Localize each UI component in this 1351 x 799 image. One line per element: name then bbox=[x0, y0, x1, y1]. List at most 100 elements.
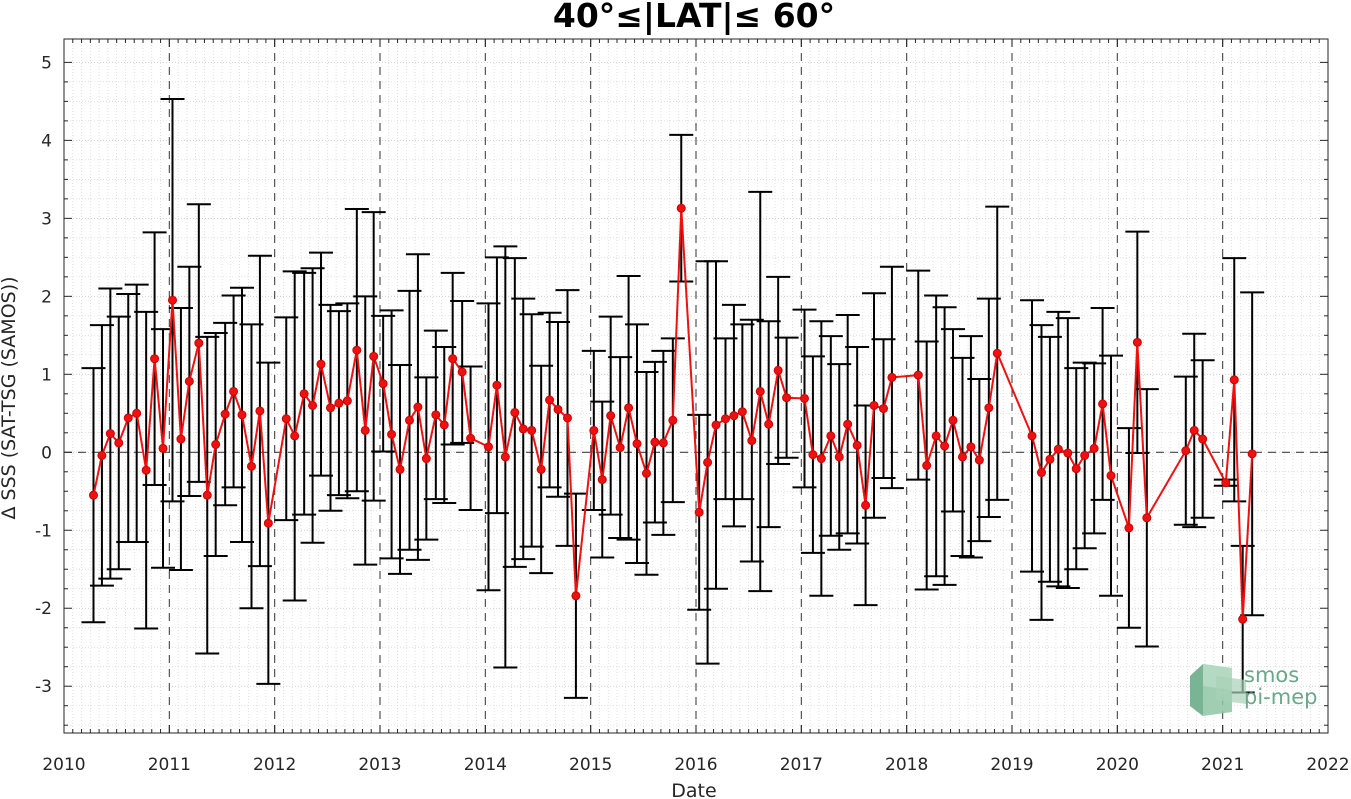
data-point bbox=[536, 464, 546, 474]
data-point bbox=[922, 461, 932, 471]
series-line bbox=[92, 208, 1254, 620]
data-point bbox=[676, 203, 686, 213]
data-point bbox=[421, 454, 431, 464]
data-point bbox=[150, 354, 160, 364]
data-point bbox=[694, 507, 704, 517]
data-point bbox=[729, 411, 739, 421]
data-point bbox=[132, 408, 142, 418]
y-tick-label: 4 bbox=[41, 131, 52, 151]
chart-title: 40°≤|LAT|≤ 60° bbox=[553, 0, 835, 35]
x-tick-labels: 2010 2011 2012 2013 2014 2015 2016 2017 2018 2019… bbox=[42, 755, 1349, 775]
data-point bbox=[992, 348, 1002, 358]
data-point bbox=[668, 415, 678, 425]
x-tick-label: 2021 bbox=[1201, 755, 1244, 775]
data-point bbox=[184, 376, 194, 386]
axis-ticks bbox=[63, 39, 1329, 733]
x-tick-label: 2011 bbox=[148, 755, 191, 775]
data-point bbox=[931, 431, 941, 441]
data-point bbox=[562, 413, 572, 423]
data-point bbox=[492, 380, 502, 390]
x-tick-label: 2022 bbox=[1306, 755, 1349, 775]
data-point bbox=[650, 437, 660, 447]
data-point bbox=[518, 424, 528, 434]
reference-lines bbox=[64, 39, 1328, 733]
y-tick-label: 2 bbox=[41, 287, 52, 307]
data-point bbox=[826, 431, 836, 441]
data-point bbox=[334, 398, 344, 408]
data-point bbox=[255, 406, 265, 416]
data-point bbox=[1189, 425, 1199, 435]
logo-text-smos: smos bbox=[1244, 663, 1299, 687]
data-point bbox=[843, 419, 853, 429]
data-point bbox=[913, 370, 923, 380]
data-point bbox=[229, 386, 239, 396]
y-tick-label: 0 bbox=[41, 443, 52, 463]
data-point bbox=[861, 500, 871, 510]
y-tick-label: 1 bbox=[41, 365, 52, 385]
data-point bbox=[589, 425, 599, 435]
logo-text-pimep: pi-mep bbox=[1244, 685, 1317, 709]
data-point bbox=[299, 389, 309, 399]
data-point bbox=[799, 393, 809, 403]
smos-pimep-logo: smos pi-mep bbox=[1190, 663, 1317, 716]
data-point bbox=[878, 404, 888, 414]
x-tick-label: 2017 bbox=[780, 755, 823, 775]
data-point bbox=[1238, 614, 1248, 624]
data-point bbox=[1142, 513, 1152, 523]
data-point bbox=[141, 465, 151, 475]
data-point bbox=[1045, 454, 1055, 464]
logo-cube-icon bbox=[1190, 664, 1246, 716]
data-point bbox=[974, 455, 984, 465]
x-tick-label: 2015 bbox=[569, 755, 612, 775]
y-tick-label: -3 bbox=[35, 677, 52, 697]
data-point bbox=[281, 414, 291, 424]
data-point bbox=[773, 365, 783, 375]
data-point bbox=[658, 438, 668, 448]
data-point bbox=[387, 429, 397, 439]
data-point bbox=[158, 443, 168, 453]
data-point bbox=[641, 468, 651, 478]
data-point bbox=[325, 403, 335, 413]
data-point bbox=[887, 372, 897, 382]
y-tick-label: -1 bbox=[35, 521, 52, 541]
data-point bbox=[711, 420, 721, 430]
data-point bbox=[527, 425, 537, 435]
x-axis-title: Date bbox=[671, 780, 716, 799]
data-point bbox=[755, 386, 765, 396]
data-point bbox=[816, 454, 826, 464]
x-tick-label: 2010 bbox=[42, 755, 85, 775]
data-point bbox=[237, 410, 247, 420]
data-point bbox=[220, 409, 230, 419]
data-point bbox=[500, 452, 510, 462]
data-point bbox=[1181, 446, 1191, 456]
data-point bbox=[404, 415, 414, 425]
data-point bbox=[632, 439, 642, 449]
data-point bbox=[624, 403, 634, 413]
data-point bbox=[948, 415, 958, 425]
data-point bbox=[395, 464, 405, 474]
y-tick-label: 5 bbox=[41, 53, 52, 73]
data-point bbox=[1229, 375, 1239, 385]
data-point bbox=[105, 429, 115, 439]
y-tick-label: -2 bbox=[35, 599, 52, 619]
x-tick-label: 2012 bbox=[253, 755, 296, 775]
data-point bbox=[308, 400, 318, 410]
series-line-path bbox=[92, 208, 1254, 620]
data-point bbox=[360, 425, 370, 435]
data-point bbox=[606, 411, 616, 421]
data-point bbox=[263, 518, 273, 528]
data-point bbox=[448, 354, 458, 364]
data-point bbox=[167, 295, 177, 305]
data-point bbox=[615, 443, 625, 453]
data-point bbox=[720, 414, 730, 424]
data-point bbox=[940, 441, 950, 451]
data-point bbox=[834, 452, 844, 462]
data-point bbox=[439, 420, 449, 430]
data-point bbox=[747, 436, 757, 446]
data-point bbox=[378, 379, 388, 389]
data-point bbox=[202, 490, 212, 500]
x-tick-label: 2014 bbox=[464, 755, 507, 775]
data-point bbox=[957, 452, 967, 462]
data-point bbox=[510, 408, 520, 418]
